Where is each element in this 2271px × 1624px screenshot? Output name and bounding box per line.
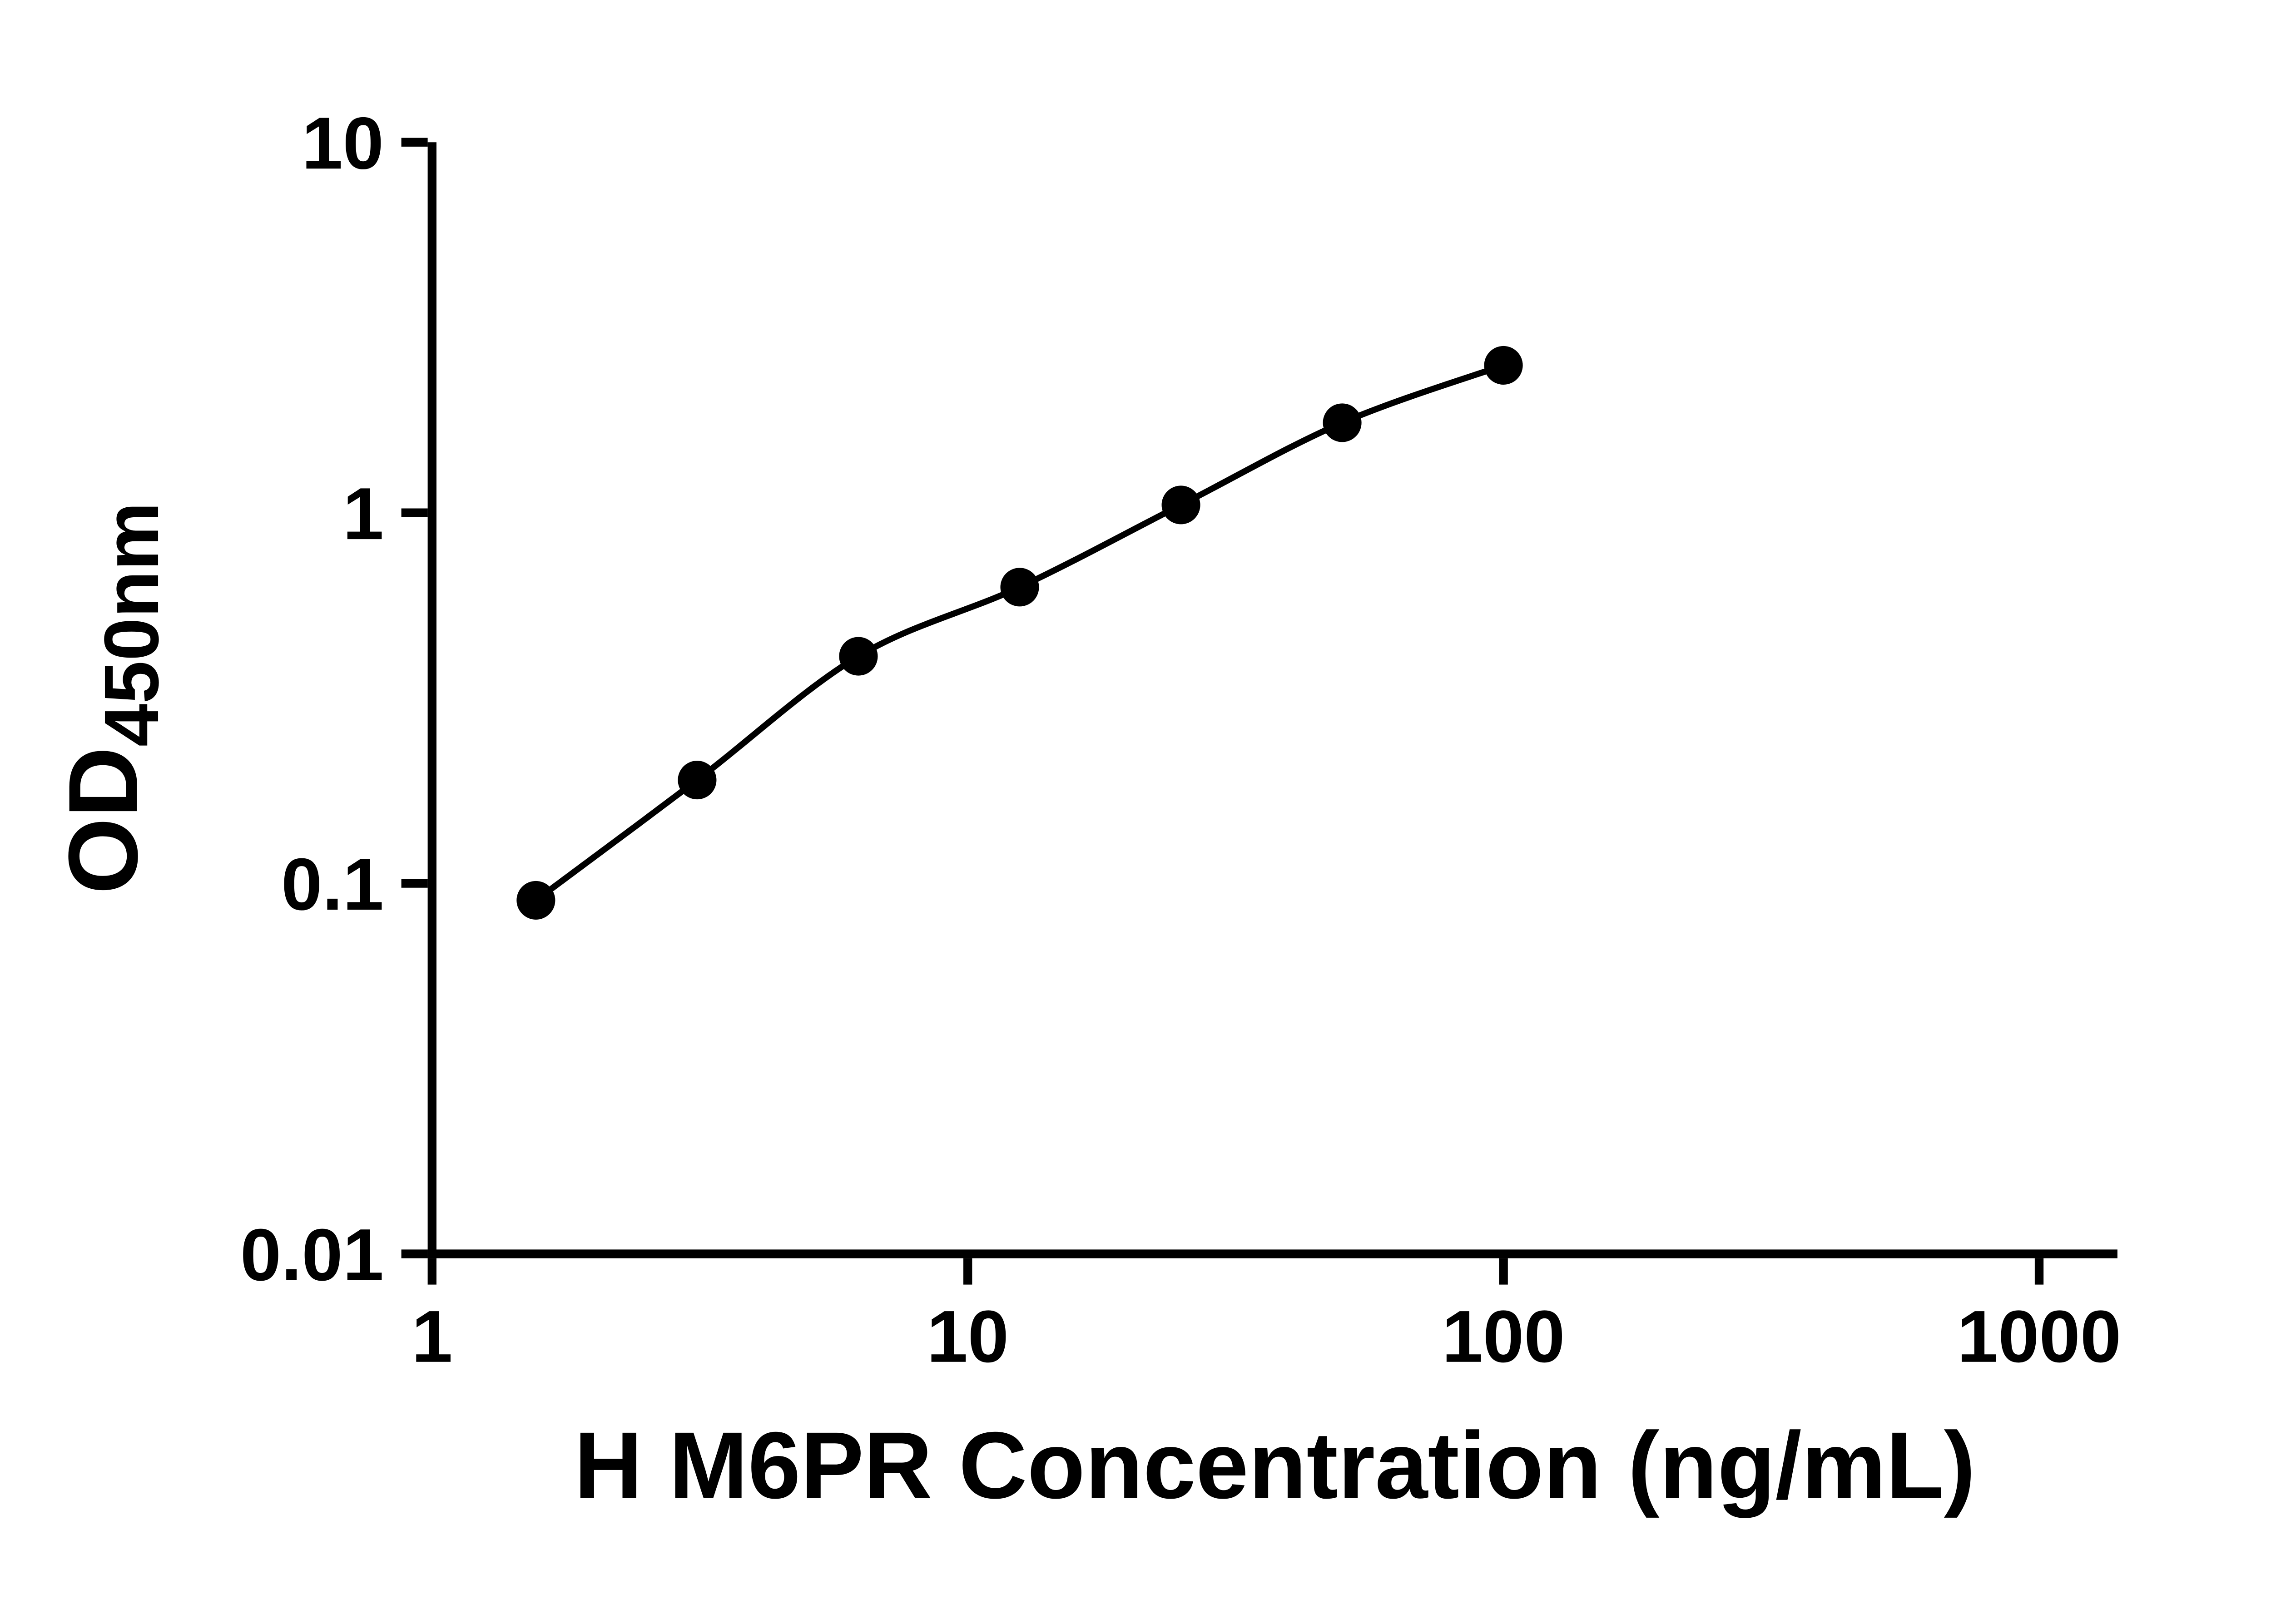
x-tick-label: 1000 [1957,1296,2121,1378]
y-tick-label: 0.1 [281,843,384,926]
y-tick-label: 10 [302,102,384,184]
y-axis-title: OD450nm [48,502,175,894]
data-point [678,761,717,800]
data-point [1323,403,1362,442]
x-tick-label: 100 [1442,1296,1565,1378]
x-tick-label: 10 [927,1296,1009,1378]
plot-background [0,0,2271,1570]
data-point [516,881,555,920]
data-point [1161,485,1200,525]
y-tick-label: 0.01 [240,1214,384,1296]
data-point [1000,568,1039,607]
y-tick-label: 1 [343,473,384,555]
x-axis-title: H M6PR Concentration (ng/mL) [574,1413,1975,1519]
chart-canvas: 1 10 100 1000 10 1 0.1 0.01 H M6PR Concentration… [0,0,2271,1570]
y-axis-title-subscript: 450nm [89,502,175,747]
y-axis-title-main: OD [48,747,158,894]
data-point [839,637,878,676]
data-point [1484,346,1523,385]
elisa-standard-curve-figure: 1 10 100 1000 10 1 0.1 0.01 H M6PR Concentration… [0,0,2271,1570]
x-tick-label: 1 [412,1296,452,1378]
